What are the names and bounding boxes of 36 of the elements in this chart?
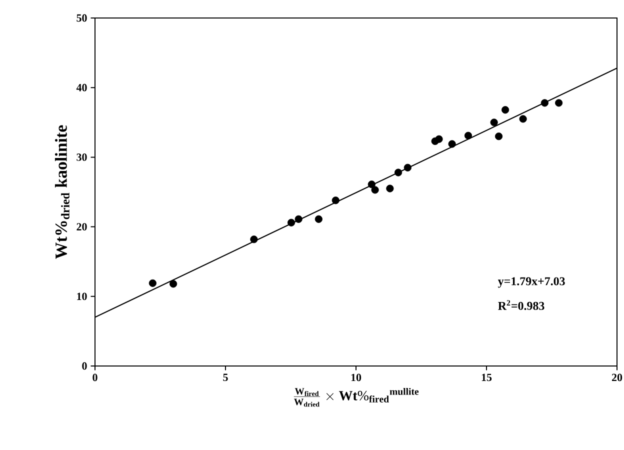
point [386,184,394,192]
point [435,135,443,143]
point [394,168,402,176]
point [287,218,296,226]
point [490,118,498,126]
point [294,215,302,223]
point [404,164,412,172]
point [368,180,376,188]
point [555,99,563,107]
point [148,279,156,287]
y-tick-label: 30 [76,154,87,161]
point [464,132,472,140]
y-tick-label: 0 [82,362,87,370]
x-tick-label: 0 [92,374,98,382]
point [494,132,503,140]
point [314,215,322,223]
annotation: R$^{2}$=0.983 [498,300,544,310]
point [519,115,527,123]
y-tick-label: 20 [76,223,87,230]
x-tick-label: 10 [351,374,362,382]
point [502,106,510,114]
point [332,196,340,204]
x-tick-label: 15 [482,374,492,382]
y-axis-title: Wt%$_{dried}$ kaolinite [54,125,70,259]
point [371,186,379,194]
point [250,236,258,244]
y-tick-label: 50 [76,14,87,22]
y-tick-label: 10 [77,292,87,300]
x-axis-title: $\frac{\mathbf{W_{fired}}}{\mathbf{W_{dried}}}\times\mathbf{Wt\%_{fired}}^{\mathbf{mullite}}$ [294,388,419,407]
annotation: y=1.79x+7.03 [498,277,565,288]
point [540,99,548,107]
x-tick-label: 20 [612,374,622,382]
y-tick-label: 40 [76,84,87,92]
x-tick-label: 5 [223,374,228,382]
point [170,280,178,288]
point [448,140,456,148]
